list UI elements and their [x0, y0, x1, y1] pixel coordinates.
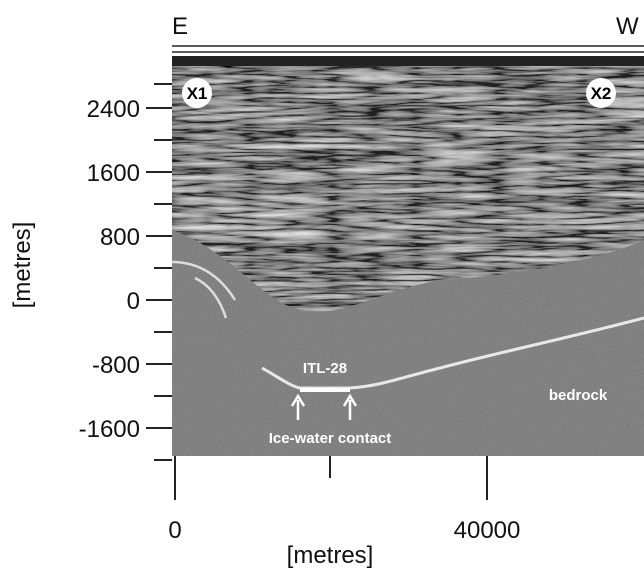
header-left: E	[172, 13, 188, 40]
y-axis: 2400 1600 800 0 -800 -1600	[79, 83, 172, 461]
y-axis-label: [metres]	[9, 222, 36, 309]
radargram	[171, 56, 644, 456]
contact-label: Ice-water contact	[269, 430, 392, 447]
y-tick-label: 2400	[87, 96, 140, 123]
marker-label: X2	[591, 84, 612, 103]
y-tick-label: 800	[100, 224, 140, 251]
y-tick-label: -800	[92, 352, 140, 379]
marker-circle	[586, 78, 616, 108]
header-right: W	[616, 13, 639, 40]
x-axis	[174, 456, 488, 500]
feature-label: ITL-28	[303, 360, 347, 377]
y-tick-label: 0	[127, 288, 140, 315]
marker-circle	[182, 78, 212, 108]
y-tick-label: 1600	[87, 160, 140, 187]
marker-label: X1	[187, 84, 208, 103]
x-tick-label: 0	[168, 517, 181, 544]
x-axis-label: [metres]	[287, 542, 374, 569]
x-tick-label: 40000	[454, 517, 521, 544]
bedrock-label: bedrock	[549, 387, 608, 404]
y-tick-label: -1600	[79, 416, 140, 443]
